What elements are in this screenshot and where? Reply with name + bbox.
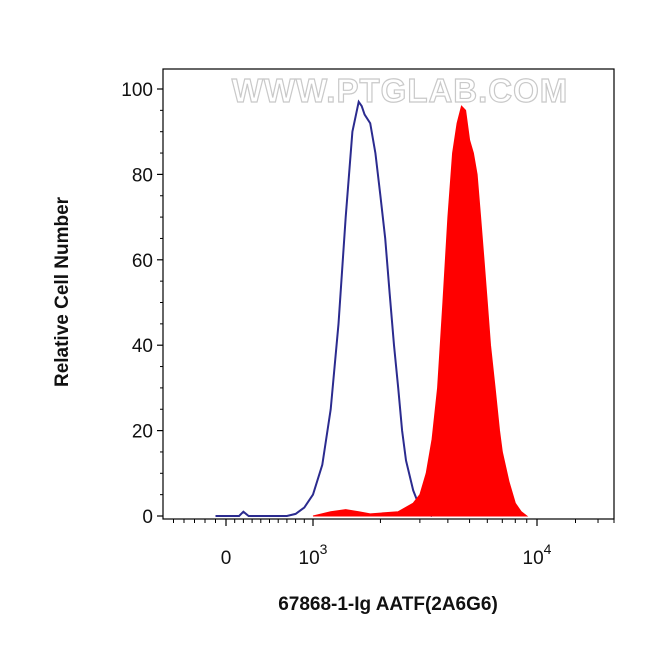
- x-tick-label: 0: [221, 548, 232, 569]
- y-tick-label: 100: [121, 80, 153, 101]
- y-tick-label: 60: [132, 251, 153, 272]
- histogram-filled-series: [312, 105, 529, 517]
- x-tick-label: 104: [523, 541, 552, 569]
- histogram-outline-series: [215, 99, 433, 517]
- y-tick-label: 0: [142, 507, 153, 528]
- plot-frame: [162, 68, 615, 520]
- y-axis-title: Relative Cell Number: [52, 196, 73, 387]
- watermark-text: WWW.PTGLAB.COM: [232, 72, 569, 109]
- x-tick-label: 103: [299, 541, 328, 569]
- y-tick-label: 80: [132, 165, 153, 186]
- y-tick-label: 20: [132, 422, 153, 443]
- axes-layer: [162, 68, 615, 520]
- ticks-layer: 0 20 40 60 80 100 0 103 104: [121, 80, 615, 569]
- y-tick-label: 40: [132, 336, 153, 357]
- x-axis-title: 67868-1-Ig AATF(2A6G6): [278, 594, 498, 615]
- series-layer: [215, 99, 529, 517]
